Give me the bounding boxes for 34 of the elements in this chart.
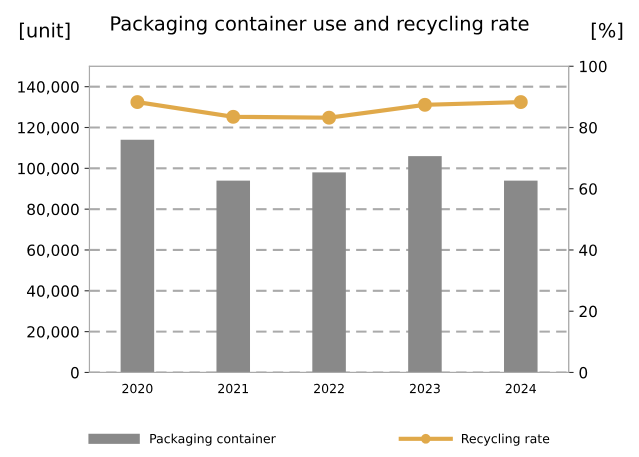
y-tick-label: 80,000 bbox=[27, 204, 79, 217]
point bbox=[130, 95, 144, 110]
y2-tick-label: 20 bbox=[580, 306, 597, 318]
point bbox=[322, 110, 336, 125]
legend-label: Packaging container bbox=[150, 434, 276, 446]
x-tick-label: 2020 bbox=[122, 384, 152, 394]
x-tick-label: 2024 bbox=[506, 384, 536, 394]
x-tick-label: 2023 bbox=[410, 384, 440, 394]
chart-title: Packaging container use and recycling rate bbox=[111, 16, 529, 35]
x-tick-label: 2021 bbox=[218, 384, 248, 394]
bar bbox=[120, 140, 154, 372]
y-tick-label: 40,000 bbox=[27, 285, 79, 298]
y-tick-label: 60,000 bbox=[27, 244, 79, 258]
y-tick-label: 0 bbox=[71, 366, 79, 378]
y2-tick-label: 40 bbox=[579, 244, 597, 256]
y2-tick-label: 0 bbox=[579, 366, 588, 378]
bar bbox=[408, 156, 442, 372]
y2-tick-label: 80 bbox=[579, 122, 597, 134]
bar bbox=[504, 180, 538, 372]
y-tick-label: 100,000 bbox=[18, 162, 79, 176]
y-axis-title: [unit] bbox=[20, 22, 70, 40]
x-tick-label: 2022 bbox=[314, 384, 344, 394]
point bbox=[514, 95, 528, 110]
bar bbox=[216, 180, 250, 372]
y2-axis-title: [%] bbox=[592, 22, 622, 40]
y2-tick-label: 60 bbox=[580, 183, 597, 195]
y-tick-label: 120,000 bbox=[18, 122, 79, 136]
point bbox=[418, 98, 432, 112]
point bbox=[226, 110, 240, 124]
bar bbox=[312, 172, 346, 372]
legend-label: Recycling rate bbox=[462, 434, 550, 446]
y-tick-label: 20,000 bbox=[27, 326, 79, 340]
y-tick-label: 140,000 bbox=[18, 81, 79, 94]
y2-tick-label: 100 bbox=[580, 60, 607, 72]
